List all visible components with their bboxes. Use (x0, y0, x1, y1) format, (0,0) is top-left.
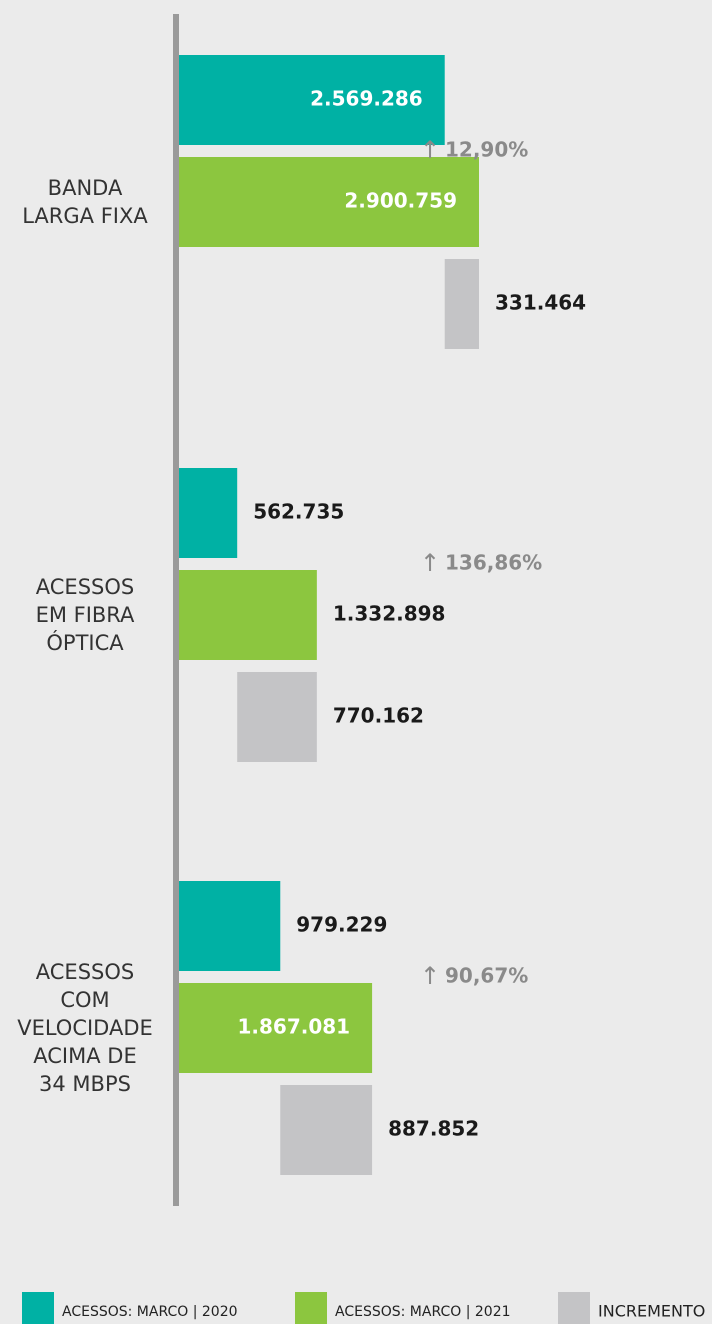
bar (179, 881, 281, 971)
category-label: ACESSOS EM FIBRA ÓPTICA (35, 575, 135, 655)
bar (179, 55, 445, 145)
bar (179, 570, 317, 660)
growth-label: 12,90% (445, 138, 528, 162)
legend-label: ACESSOS: MARCO | 2021 (335, 1304, 511, 1320)
growth-label: 136,86% (445, 551, 542, 575)
value-label: 979.229 (296, 913, 387, 937)
bar (280, 1085, 373, 1175)
growth-arrow: ↑ (420, 962, 440, 990)
bar (179, 157, 479, 247)
value-label: 887.852 (388, 1117, 479, 1141)
value-label: 2.569.286 (310, 87, 423, 111)
legend-label: INCREMENTO (598, 1302, 705, 1321)
bar (237, 672, 317, 762)
growth-arrow: ↑ (420, 549, 440, 577)
growth-label: 90,67% (445, 964, 528, 988)
bar (179, 983, 373, 1073)
legend-swatch (22, 1292, 54, 1324)
value-label: 562.735 (253, 500, 344, 524)
legend-swatch (295, 1292, 327, 1324)
value-label: 770.162 (333, 704, 424, 728)
value-label: 1.867.081 (237, 1015, 350, 1039)
value-label: 331.464 (495, 291, 586, 315)
growth-arrow: ↑ (420, 136, 440, 164)
value-label: 2.900.759 (344, 189, 457, 213)
bar (179, 468, 238, 558)
legend-label: ACESSOS: MARCO | 2020 (62, 1304, 238, 1320)
category-label: BANDA LARGA FIXA (22, 176, 148, 228)
category-label: ACESSOS COM VELOCIDADE ACIMA DE 34 MBPS (17, 960, 153, 1096)
value-label: 1.332.898 (333, 602, 446, 626)
bar (444, 259, 479, 349)
legend-swatch (558, 1292, 590, 1324)
